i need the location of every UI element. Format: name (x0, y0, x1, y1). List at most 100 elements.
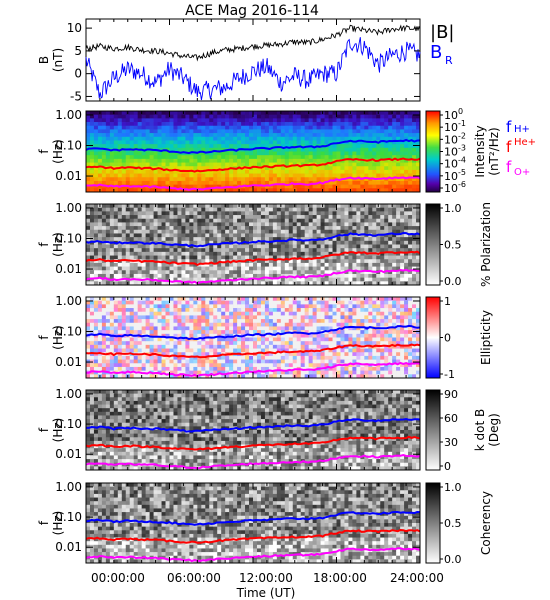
spectrogram-cell (133, 355, 138, 360)
spectrogram-cell (86, 319, 91, 324)
spectrogram-cell (189, 211, 194, 216)
spectrogram-cell (93, 374, 99, 379)
spectrogram-cell (86, 188, 91, 193)
spectrogram-cell (372, 262, 377, 267)
spectrogram-cell (392, 118, 397, 123)
spectrogram-cell (185, 140, 190, 145)
spectrogram-cell (213, 204, 218, 208)
spectrogram-cell (288, 218, 294, 223)
spectrogram-cell (380, 173, 385, 178)
spectrogram-cell (105, 344, 111, 349)
fh-line (85, 138, 421, 155)
spectrogram-cell (161, 222, 166, 227)
spectrogram-cell (272, 129, 278, 134)
spectrogram-cell (241, 270, 246, 275)
spectrogram-cell (165, 188, 170, 193)
spectrogram-cell (153, 322, 158, 327)
spectrogram-cell (161, 204, 166, 208)
spectrogram-cell (121, 125, 127, 130)
spectrogram-cell (384, 111, 389, 115)
spectrogram-cell (105, 180, 111, 185)
spectrogram-cell (149, 248, 154, 253)
spectrogram-cell (173, 222, 178, 227)
spectrogram-cell (276, 129, 282, 134)
spectrogram-cell (384, 118, 389, 123)
spectrogram-cell (260, 114, 266, 119)
spectrogram-cell (268, 226, 274, 231)
spectrogram-cell (165, 136, 170, 141)
spectrogram-cell (400, 270, 405, 275)
spectrogram-cell (165, 122, 170, 127)
spectrogram-cell (129, 359, 135, 364)
spectrogram-cell (129, 133, 135, 138)
spectrogram-cell (412, 125, 417, 130)
spectrogram-cell (185, 158, 190, 163)
spectrogram-cell (280, 218, 286, 223)
spectrogram-cell (360, 270, 365, 275)
spectrogram-cell (189, 300, 194, 305)
spectrogram-cell (133, 151, 138, 156)
spectrogram-cell (376, 114, 381, 119)
spectrogram-cell (356, 262, 361, 267)
spectrogram-cell (233, 233, 238, 238)
spectrogram-cell (253, 222, 258, 227)
spectrogram-cell (149, 251, 154, 256)
spectrogram-cell (165, 352, 170, 357)
spectrogram-cell (272, 304, 278, 309)
spectrogram-cell (245, 374, 250, 379)
spectrogram-cell (312, 122, 317, 127)
spectrogram-cell (376, 184, 381, 189)
spectrogram-cell (161, 136, 166, 141)
spectrogram-cell (173, 277, 178, 282)
spectrogram-cell (157, 308, 162, 313)
spectrogram-cell (161, 140, 166, 145)
spectrogram-cell (181, 151, 186, 156)
spectrogram-cell (117, 207, 123, 212)
spectrogram-cell (133, 118, 138, 123)
spectrogram-cell (137, 315, 142, 320)
spectrogram-cell (205, 244, 210, 249)
spectrogram-cell (324, 244, 329, 249)
spectrogram-cell (225, 315, 230, 320)
spectrogram-cell (241, 207, 246, 212)
spectrogram-cell (260, 266, 266, 271)
spectrogram-cell (129, 326, 135, 331)
spectrogram-cell (101, 155, 107, 160)
spectrogram-cell (332, 273, 337, 278)
spectrogram-cell (372, 151, 377, 156)
spectrogram-cell (412, 180, 417, 185)
spectrogram-cell (384, 136, 389, 141)
spectrogram-cell (272, 215, 278, 220)
spectrogram-cell (296, 226, 302, 231)
spectrogram-cell (97, 180, 103, 185)
spectrogram-cell (133, 266, 138, 271)
spectrogram-cell (260, 173, 266, 178)
spectrogram-cell (237, 344, 242, 349)
spectrogram-cell (233, 144, 238, 149)
spectrogram-cell (284, 266, 290, 271)
spectrogram-cell (137, 297, 142, 301)
spectrogram-cell (253, 215, 258, 220)
spectrogram-cell (264, 218, 270, 223)
spectrogram-cell (416, 226, 421, 231)
spectrogram-cell (272, 281, 278, 286)
spectrogram-cell (145, 319, 150, 324)
spectrogram-cell (97, 240, 103, 245)
spectrogram-cell (225, 118, 230, 123)
spectrogram-cell (253, 270, 258, 275)
spectrogram-cell (308, 204, 313, 208)
spectrogram-cell (296, 155, 302, 160)
spectrogram-cell (181, 266, 186, 271)
spectrogram-cell (217, 144, 222, 149)
spectrogram-cell (149, 326, 154, 331)
spectrogram-cell (185, 304, 190, 309)
spectrogram-cell (344, 147, 349, 152)
spectrogram-cell (189, 304, 194, 309)
spectrogram-cell (233, 337, 238, 342)
spectrogram-cell (296, 207, 302, 212)
spectrogram-cell (93, 319, 99, 324)
spectrogram-cell (169, 147, 174, 152)
spectrogram-cell (165, 251, 170, 256)
spectrogram-cell (396, 281, 401, 286)
spectrogram-cell (241, 374, 246, 379)
